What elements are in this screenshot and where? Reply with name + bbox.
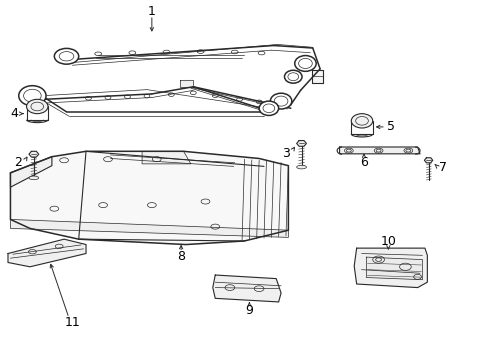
- Ellipse shape: [19, 86, 46, 106]
- Polygon shape: [366, 257, 422, 280]
- Polygon shape: [180, 80, 193, 87]
- Text: 7: 7: [439, 161, 447, 174]
- Polygon shape: [424, 158, 432, 163]
- Polygon shape: [142, 151, 190, 164]
- Text: 9: 9: [245, 304, 253, 317]
- Polygon shape: [296, 140, 306, 146]
- Text: 8: 8: [177, 249, 185, 262]
- Ellipse shape: [296, 165, 306, 169]
- Text: 3: 3: [282, 147, 289, 159]
- Ellipse shape: [270, 93, 291, 109]
- Ellipse shape: [26, 99, 48, 114]
- Polygon shape: [8, 239, 86, 267]
- Polygon shape: [212, 275, 281, 302]
- Polygon shape: [10, 157, 52, 187]
- Text: 2: 2: [14, 156, 22, 168]
- Ellipse shape: [294, 55, 316, 71]
- Text: 10: 10: [380, 235, 395, 248]
- Ellipse shape: [29, 176, 39, 180]
- Text: 4: 4: [10, 107, 18, 120]
- Text: 5: 5: [386, 121, 394, 134]
- Polygon shape: [311, 69, 322, 83]
- Polygon shape: [353, 248, 427, 288]
- Text: 11: 11: [65, 315, 81, 329]
- Ellipse shape: [284, 70, 302, 83]
- Polygon shape: [29, 151, 39, 157]
- Ellipse shape: [350, 114, 372, 128]
- Text: 6: 6: [359, 156, 367, 169]
- Ellipse shape: [54, 48, 79, 64]
- Polygon shape: [339, 147, 419, 154]
- Polygon shape: [10, 220, 288, 237]
- Text: 1: 1: [147, 5, 156, 18]
- Polygon shape: [10, 151, 288, 244]
- Ellipse shape: [259, 101, 278, 116]
